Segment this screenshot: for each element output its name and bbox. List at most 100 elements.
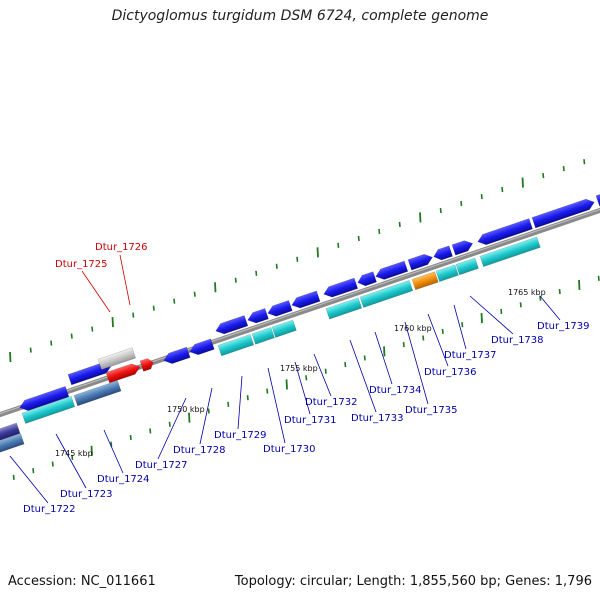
lower-tick — [149, 428, 152, 434]
label-leader-line — [119, 254, 131, 306]
lower-tick — [363, 355, 366, 361]
gene-label: Dtur_1736 — [424, 367, 477, 378]
lower-tick — [383, 346, 386, 357]
upper-tick — [542, 173, 545, 179]
upper-tick — [29, 347, 32, 353]
upper-tick — [70, 333, 73, 339]
gene-feature — [215, 315, 249, 335]
lower-tick — [51, 461, 54, 467]
gene-feature — [451, 240, 474, 256]
tick-marks — [9, 159, 600, 480]
gene-feature — [247, 308, 269, 324]
label-leader-line — [469, 295, 514, 335]
lower-tick — [168, 421, 171, 427]
gene-label: Dtur_1726 — [95, 242, 148, 253]
gene-feature — [19, 386, 70, 411]
gene-feature — [251, 327, 275, 345]
gene-label: Dtur_1732 — [305, 397, 358, 408]
upper-tick — [398, 221, 401, 228]
upper-tick — [111, 317, 114, 328]
label-leader-line — [374, 331, 393, 385]
upper-tick — [91, 326, 94, 332]
lower-tick — [480, 313, 483, 324]
upper-tick — [255, 270, 258, 276]
gene-label: Dtur_1734 — [369, 385, 422, 396]
gene-label: Dtur_1723 — [60, 489, 113, 500]
gene-feature — [67, 362, 112, 386]
label-leader-line — [157, 397, 187, 460]
gene-label: Dtur_1738 — [491, 335, 544, 346]
label-leader-line — [55, 433, 87, 489]
kbp-label: 1755 kbp — [280, 364, 318, 373]
lower-tick — [246, 395, 249, 401]
gene-label: Dtur_1733 — [351, 413, 404, 424]
lower-tick — [90, 445, 93, 456]
lower-tick — [441, 328, 444, 334]
gene-feature — [435, 264, 459, 282]
gene-feature — [0, 433, 25, 453]
lower-tick — [324, 368, 327, 374]
gene-label: Dtur_1727 — [135, 460, 188, 471]
gene-feature — [217, 334, 255, 357]
upper-tick — [357, 235, 360, 241]
label-leader-line — [199, 387, 213, 445]
upper-tick — [439, 207, 442, 214]
upper-tick — [583, 159, 586, 165]
label-leader-line — [81, 270, 111, 313]
label-leader-line — [9, 455, 49, 504]
gene-feature — [291, 290, 321, 309]
upper-tick — [521, 177, 524, 188]
genome-backbone-highlight — [0, 208, 600, 415]
lower-tick — [129, 434, 132, 441]
upper-tick — [9, 351, 12, 363]
label-leader-line — [313, 353, 332, 397]
lower-tick — [227, 401, 230, 407]
lower-tick — [461, 322, 464, 328]
gene-feature — [325, 297, 363, 320]
gene-features — [0, 190, 600, 453]
upper-tick — [275, 263, 278, 269]
lower-tick — [500, 308, 503, 315]
gene-label: Dtur_1735 — [405, 405, 458, 416]
upper-tick — [460, 200, 463, 207]
gene-feature — [0, 422, 21, 443]
upper-tick — [193, 291, 196, 297]
gene-feature — [433, 245, 453, 261]
lower-tick — [578, 279, 581, 290]
gene-label: Dtur_1730 — [263, 444, 316, 455]
lower-tick — [597, 275, 600, 281]
upper-tick — [296, 256, 299, 262]
upper-tick — [378, 228, 381, 235]
gene-feature — [97, 347, 136, 370]
upper-tick — [234, 277, 237, 283]
gene-feature — [323, 277, 359, 298]
label-leader-line — [539, 295, 561, 321]
lower-tick — [71, 454, 74, 461]
gene-feature — [163, 346, 191, 364]
upper-tick — [152, 305, 155, 311]
map-title: Dictyoglomus turgidum DSM 6724, complete… — [111, 8, 489, 24]
upper-tick — [337, 242, 340, 248]
label-leader-lines — [9, 254, 561, 504]
lower-tick — [305, 375, 308, 381]
label-leader-line — [103, 429, 124, 474]
kbp-label: 1765 kbp — [508, 288, 546, 297]
label-leader-line — [453, 304, 467, 350]
gene-feature — [21, 396, 76, 424]
gene-feature — [271, 319, 297, 338]
upper-tick — [316, 247, 319, 258]
lower-tick — [344, 361, 347, 368]
lower-tick — [519, 302, 522, 308]
gene-feature — [267, 300, 293, 317]
genome-backbone — [0, 207, 600, 418]
gene-feature — [595, 190, 600, 207]
label-leader-line — [237, 375, 243, 430]
lower-tick — [266, 388, 269, 394]
gene-feature — [411, 271, 439, 291]
lower-tick — [402, 342, 405, 348]
upper-tick — [480, 193, 483, 200]
label-leader-line — [349, 339, 377, 413]
gene-feature — [531, 198, 595, 229]
upper-tick — [501, 186, 504, 193]
